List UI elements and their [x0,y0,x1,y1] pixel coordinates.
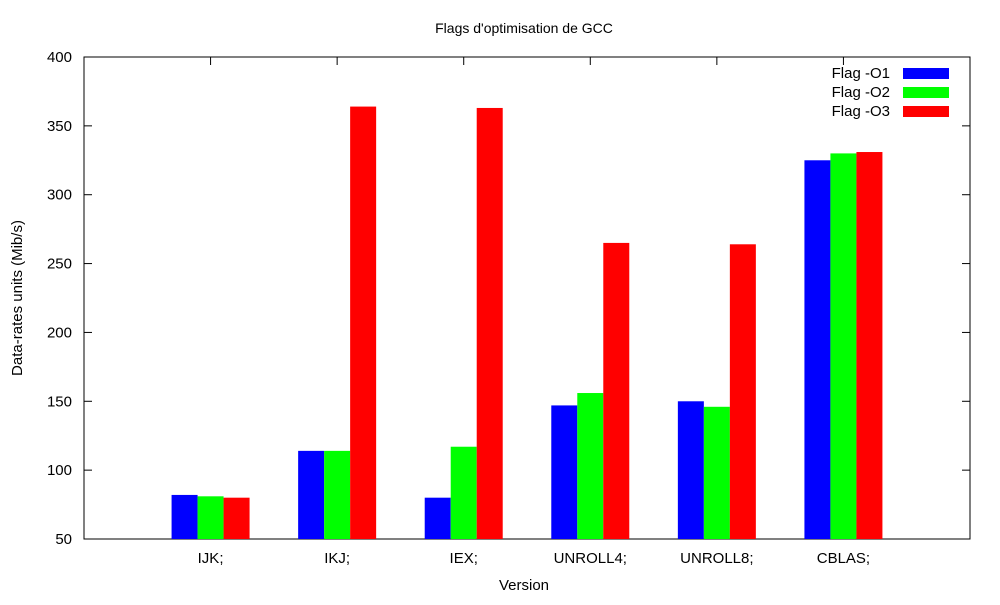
legend-swatch [903,68,949,79]
y-axis: 50 100 150 200 250 300 350 400 [47,49,970,548]
bar [577,393,604,539]
bar [424,497,451,539]
x-axis: IJK; IKJ; IEX; UNROLL4; UNROLL8; CBLAS; [198,57,870,567]
legend-label: Flag -O3 [832,103,890,120]
bar-series-group [171,106,883,540]
legend-label: Flag -O2 [832,84,890,101]
y-tick-label: 250 [47,256,72,273]
bar [324,450,351,539]
legend-label: Flag -O1 [832,65,890,82]
bar [476,107,503,539]
bar [298,450,325,539]
bar [551,405,578,539]
y-tick-label: 400 [47,49,72,66]
bar [830,153,857,539]
y-tick-label: 50 [55,531,72,548]
y-axis-label: Data-rates units (Mib/s) [9,220,26,376]
legend: Flag -O1 Flag -O2 Flag -O3 [832,65,949,120]
x-tick-label: IEX; [450,550,478,567]
y-tick-label: 150 [47,393,72,410]
chart-title: Flags d'optimisation de GCC [435,20,613,36]
y-tick-label: 350 [47,118,72,135]
bar [350,106,377,539]
x-tick-label: CBLAS; [817,550,870,567]
y-tick-label: 100 [47,462,72,479]
bar [171,494,198,539]
x-tick-label: UNROLL8; [680,550,753,567]
x-tick-label: IJK; [198,550,224,567]
y-tick-label: 300 [47,187,72,204]
plot-frame [83,56,971,540]
bar [197,496,224,539]
x-tick-label: IKJ; [324,550,350,567]
bar [603,242,630,539]
y-tick-label: 200 [47,324,72,341]
legend-swatch [903,106,949,117]
x-tick-label: UNROLL4; [554,550,627,567]
bar [729,244,756,539]
bar [703,406,730,539]
bar [450,446,477,539]
bar [804,160,831,540]
x-axis-label: Version [499,577,549,594]
legend-swatch [903,87,949,98]
bar [223,497,250,539]
bar [677,401,704,539]
bar [856,152,883,539]
